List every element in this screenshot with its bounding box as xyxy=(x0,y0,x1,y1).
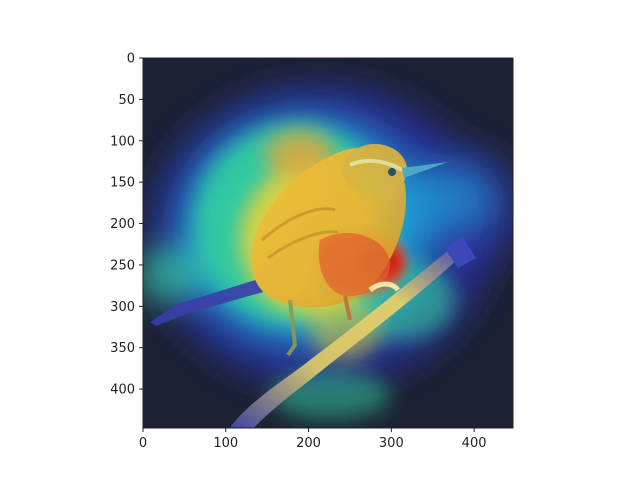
y-tick-label: 150 xyxy=(110,176,135,191)
x-tick-label: 0 xyxy=(139,436,147,451)
y-tick-label: 300 xyxy=(110,300,135,315)
y-axis: 0 50 100 150 200 250 300 350 400 xyxy=(110,52,143,398)
y-tick-label: 0 xyxy=(127,52,135,67)
x-tick-label: 300 xyxy=(379,436,404,451)
y-tick-label: 400 xyxy=(110,383,135,398)
x-tick-label: 100 xyxy=(213,436,238,451)
bird-silhouette xyxy=(150,144,448,357)
x-tick-label: 400 xyxy=(462,436,487,451)
x-axis: 0 100 200 300 400 xyxy=(139,428,487,451)
y-tick-label: 100 xyxy=(110,134,135,149)
x-tick-label: 200 xyxy=(296,436,321,451)
y-tick-label: 200 xyxy=(110,217,135,232)
y-tick-label: 250 xyxy=(110,258,135,273)
y-tick-label: 350 xyxy=(110,341,135,356)
heatmap-image xyxy=(143,58,513,428)
y-tick-label: 50 xyxy=(118,93,135,108)
plot-frame xyxy=(142,57,514,429)
branch xyxy=(229,236,476,428)
